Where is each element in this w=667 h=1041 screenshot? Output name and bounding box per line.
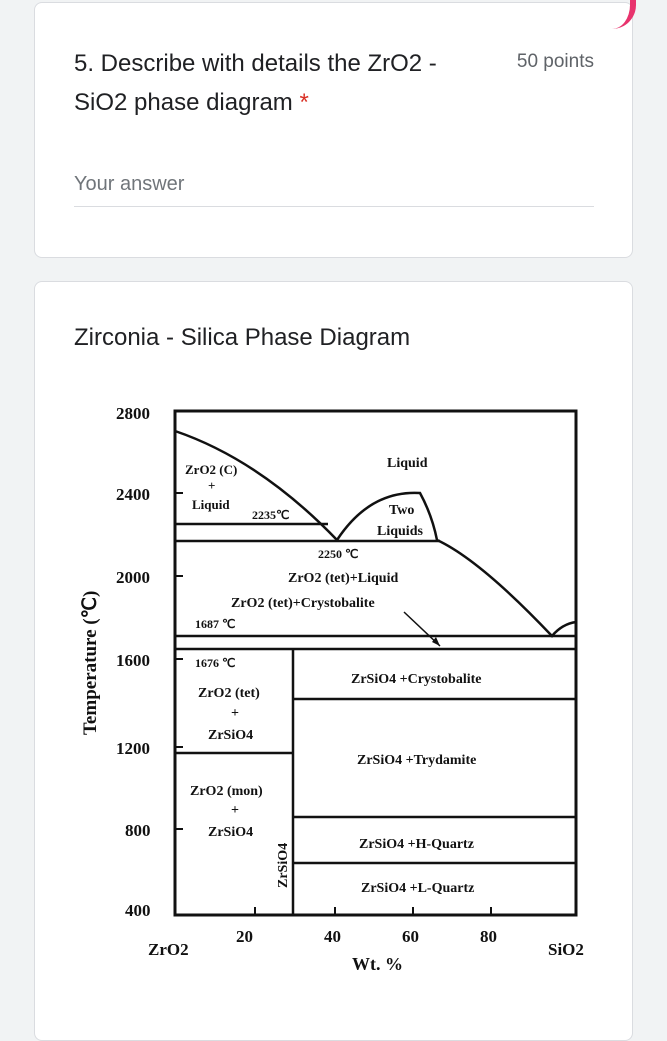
region-label: ZrSiO4 +L-Quartz	[361, 881, 474, 896]
y-tick-label: 2800	[116, 404, 150, 423]
y-tick-label: 400	[125, 901, 151, 920]
region-label: 1676 ℃	[195, 656, 235, 670]
points-label: 50 points	[516, 51, 594, 72]
region-label: Two	[389, 503, 414, 518]
region-label: Liquid	[387, 456, 428, 471]
question-title: 5. Describe with details the ZrO2 - SiO2…	[74, 44, 484, 122]
x-tick-label: 60	[402, 927, 419, 946]
x-axis-ticks	[254, 907, 492, 915]
section-title: Zirconia - Silica Phase Diagram	[74, 324, 411, 351]
region-label: 2235℃	[252, 508, 289, 522]
region-label: Liquids	[377, 524, 423, 539]
region-label: +	[231, 803, 239, 818]
question-card: 5. Describe with details the ZrO2 - SiO2…	[34, 0, 636, 258]
region-label: +	[231, 706, 239, 721]
region-label: ZrO2 (tet)+Crystobalite	[231, 596, 375, 611]
region-label: ZrO2 (tet)+Liquid	[288, 571, 398, 586]
x-right-label: SiO2	[548, 940, 584, 959]
answer-input[interactable]: Your answer	[74, 173, 594, 207]
y-tick-label: 2000	[116, 568, 150, 587]
x-tick-label: 80	[480, 927, 497, 946]
region-label: ZrSiO4	[208, 825, 253, 840]
edge-accent	[604, 0, 636, 29]
region-label: ZrO2 (tet)	[198, 686, 260, 701]
region-label: ZrSiO4	[276, 843, 291, 888]
region-label: ZrSiO4 +H-Quartz	[359, 837, 474, 852]
region-label: Liquid	[192, 497, 230, 512]
x-tick-label: 40	[324, 927, 341, 946]
region-label: +	[208, 478, 215, 493]
y-tick-label: 800	[125, 821, 151, 840]
region-label: 1687 ℃	[195, 617, 235, 631]
region-label: ZrO2 (C)	[185, 462, 237, 477]
x-tick-label: 20	[236, 927, 253, 946]
region-label: ZrSiO4 +Crystobalite	[351, 672, 481, 687]
plot-frame	[173, 409, 578, 917]
arrow-head	[432, 637, 440, 646]
y-tick-label: 1200	[116, 739, 150, 758]
x-axis-label: Wt. %	[352, 954, 403, 974]
y-tick-label: 2400	[116, 485, 150, 504]
region-label: 2250 ℃	[318, 547, 358, 561]
x-left-label: ZrO2	[148, 940, 189, 959]
region-label: ZrSiO4 +Trydamite	[357, 753, 476, 768]
y-axis-ticks	[175, 492, 183, 830]
required-asterisk: *	[299, 89, 309, 116]
region-label: ZrSiO4	[208, 728, 253, 743]
question-title-text: 5. Describe with details the ZrO2 - SiO2…	[74, 50, 437, 116]
y-axis-label: Temperature (℃)	[80, 591, 101, 735]
region-label: ZrO2 (mon)	[190, 784, 263, 799]
y-tick-label: 1600	[116, 651, 150, 670]
